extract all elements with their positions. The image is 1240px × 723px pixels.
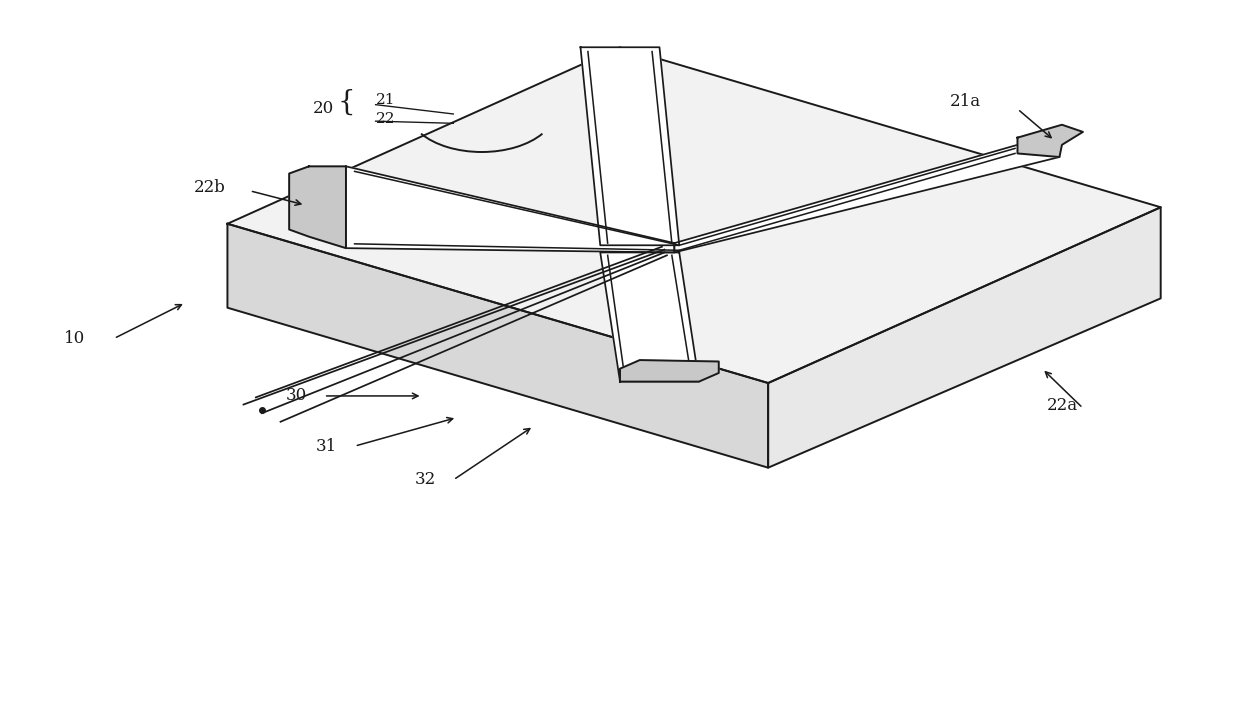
- Text: 10: 10: [63, 330, 86, 347]
- Polygon shape: [600, 252, 699, 382]
- Polygon shape: [289, 166, 346, 248]
- Polygon shape: [227, 47, 1161, 383]
- Polygon shape: [580, 47, 680, 245]
- Text: 20: 20: [312, 100, 334, 117]
- Polygon shape: [346, 166, 675, 252]
- Text: 21: 21: [376, 93, 396, 107]
- Text: 22: 22: [376, 112, 396, 126]
- Polygon shape: [1018, 125, 1083, 157]
- Polygon shape: [620, 360, 719, 382]
- Text: {: {: [337, 88, 355, 115]
- Text: 31: 31: [315, 437, 337, 455]
- Text: 22a: 22a: [1047, 398, 1078, 414]
- Text: 32: 32: [414, 471, 435, 488]
- Text: 22b: 22b: [195, 179, 226, 197]
- Text: 21a: 21a: [950, 93, 981, 111]
- Text: 30: 30: [286, 388, 308, 404]
- Polygon shape: [675, 145, 1059, 252]
- Polygon shape: [227, 223, 768, 468]
- Polygon shape: [768, 208, 1161, 468]
